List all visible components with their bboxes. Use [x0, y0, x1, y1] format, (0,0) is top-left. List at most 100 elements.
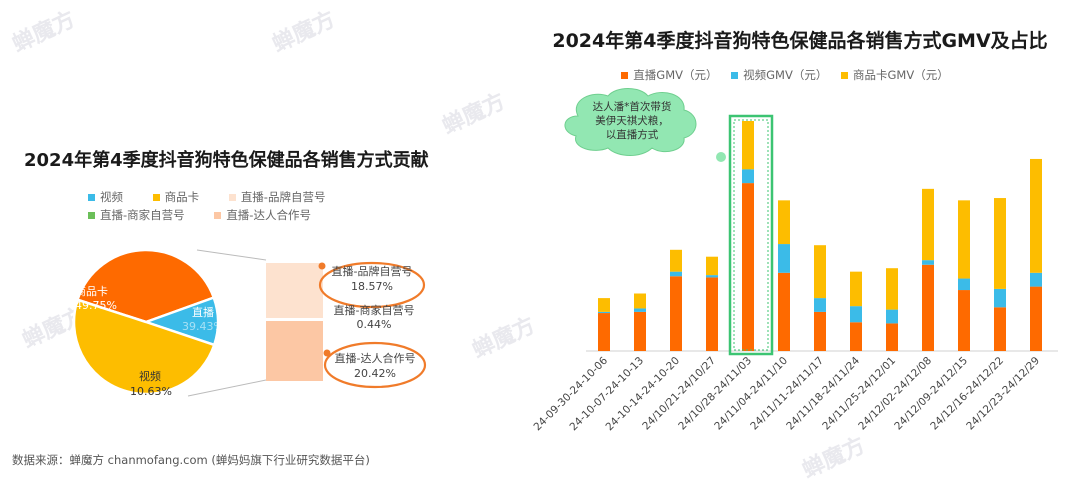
bar-segment-goods [670, 249, 682, 272]
bar-segment-goods [922, 188, 934, 261]
x-tick-label: 24/12/23-24/12/29 [964, 355, 1042, 433]
highlight-box [728, 114, 774, 356]
pie-chart: 商品卡 49.75% 直播 39.43% 视频 10.63% 直播-品牌自营号 … [72, 248, 427, 398]
bar-segment-video [994, 288, 1006, 308]
callout-oval [323, 341, 427, 389]
bar-segment-live [886, 323, 898, 351]
legend-label: 直播-商家自营号 [100, 208, 185, 222]
breakdown-bar-kol [266, 321, 323, 381]
pie-chart-title: 2024年第4季度抖音狗特色保健品各销售方式贡献 [24, 150, 429, 171]
legend-item: 直播-品牌自营号 [228, 188, 326, 206]
legend-item: 视频GMV（元） [731, 66, 827, 84]
pie-label-goods: 商品卡 49.75% [75, 284, 117, 312]
breakdown-label: 直播-品牌自营号 [332, 264, 413, 278]
bar-segment-video [706, 275, 718, 278]
annotation-text: 达人潘*首次带货 [593, 100, 672, 113]
bar-chart-title: 2024年第4季度抖音狗特色保健品各销售方式GMV及占比 [552, 30, 1048, 52]
breakdown-bar-merchant [266, 318, 323, 321]
bar-chart: 达人潘*首次带货 美伊天祺犬粮， 以直播方式 24-09-30-24-10-06… [532, 88, 1058, 433]
pie-slice-label: 直播 [192, 305, 214, 319]
connector-line [187, 379, 267, 397]
breakdown-label: 直播-达人合作号 [335, 351, 416, 365]
bar-segment-live [706, 277, 718, 351]
pie-slice-value: 49.75% [75, 299, 117, 312]
legend-item: 直播GMV（元） [621, 66, 717, 84]
bar-segment-live [598, 313, 610, 351]
annotation-cloud: 达人潘*首次带货 美伊天祺犬粮， 以直播方式 [564, 88, 751, 174]
legend-item: 商品卡 [152, 188, 200, 206]
breakdown-value: 0.44% [357, 318, 392, 331]
callout-oval [318, 261, 426, 309]
bar-legend: 直播GMV（元） 视频GMV（元） 商品卡GMV（元） [560, 66, 1020, 84]
bar-segment-live [814, 311, 826, 351]
callout-dot [323, 349, 331, 357]
legend-label: 直播-品牌自营号 [240, 190, 326, 204]
legend-swatch [228, 194, 236, 201]
legend-item: 商品卡GMV（元） [841, 66, 949, 84]
bar-segment-live [634, 311, 646, 351]
legend-swatch [621, 72, 629, 79]
legend-label: 视频 [100, 190, 123, 204]
breakdown-value: 20.42% [354, 367, 396, 380]
bar-segment-live [850, 322, 862, 351]
bar-segment-video [886, 309, 898, 324]
watermark: 蝉魔方 [8, 6, 80, 58]
bar-segment-live [670, 276, 682, 351]
legend-label: 直播-达人合作号 [226, 208, 311, 222]
legend-swatch [88, 194, 95, 201]
bar-segment-live [958, 290, 970, 351]
bar-segment-video [850, 306, 862, 323]
bar-segment-goods [850, 271, 862, 307]
bar-segment-live [778, 272, 790, 351]
pie-slice-label: 商品卡 [75, 284, 108, 298]
bar-segment-video [778, 244, 790, 273]
bar-segment-live [994, 307, 1006, 351]
breakdown-label: 直播-商家自营号 [334, 303, 415, 317]
legend-label: 直播GMV（元） [633, 68, 718, 82]
pie-slice-goods [72, 298, 216, 396]
legend-swatch [152, 194, 160, 201]
pie-label-video: 视频 10.63% [130, 369, 172, 398]
legend-label: 商品卡 [164, 190, 200, 204]
pie-slice-live [75, 248, 216, 324]
bar-segment-goods [886, 268, 898, 310]
bar-segment-video [958, 278, 970, 291]
pie-slice-value: 39.43% [182, 320, 224, 333]
watermark: 蝉魔方 [268, 6, 340, 58]
bar-segment-video [814, 298, 826, 312]
bar-segment-goods [958, 200, 970, 279]
breakdown-value: 18.57% [351, 280, 393, 293]
pie-label-live: 直播 39.43% [182, 305, 224, 333]
bar-segment-live [1030, 286, 1042, 351]
annotation-text: 美伊天祺犬粮， [595, 114, 669, 127]
annotation-text: 以直播方式 [606, 128, 659, 141]
bar-segment-video [922, 260, 934, 265]
legend-item: 视频 [88, 188, 123, 206]
pie-slice-label: 视频 [139, 369, 161, 383]
highlight-box-inner [733, 119, 769, 351]
bar-segment-video [1030, 272, 1042, 287]
pie-legend: 视频 商品卡 直播-品牌自营号 直播-商家自营号 直播-达人合作号 [88, 188, 428, 224]
bar-segment-goods [706, 256, 718, 276]
bar-segment-goods [634, 293, 646, 309]
legend-swatch [841, 72, 848, 79]
bar-segment-live [742, 183, 754, 351]
source-note: 数据来源：蝉魔方 chanmofang.com (蝉妈妈旗下行业研究数据平台) [12, 453, 370, 467]
bar-segment-goods [814, 245, 826, 299]
bar-segment-goods [994, 198, 1006, 289]
bar-segment-video [598, 311, 610, 314]
legend-item: 直播-达人合作号 [214, 206, 311, 224]
bar-segment-goods [598, 298, 610, 312]
bar-segment-goods [1030, 158, 1042, 273]
watermark: 蝉魔方 [438, 88, 510, 140]
legend-label: 视频GMV（元） [743, 68, 828, 82]
legend-swatch [88, 212, 95, 219]
bar-segment-video [742, 169, 754, 184]
bar-segment-video [634, 308, 646, 312]
bar-segment-goods [778, 200, 790, 245]
connector-line [196, 249, 267, 261]
callout-dot [318, 262, 326, 270]
legend-swatch [214, 212, 222, 219]
legend-swatch [731, 72, 739, 79]
breakdown-bar-brand [266, 263, 323, 318]
